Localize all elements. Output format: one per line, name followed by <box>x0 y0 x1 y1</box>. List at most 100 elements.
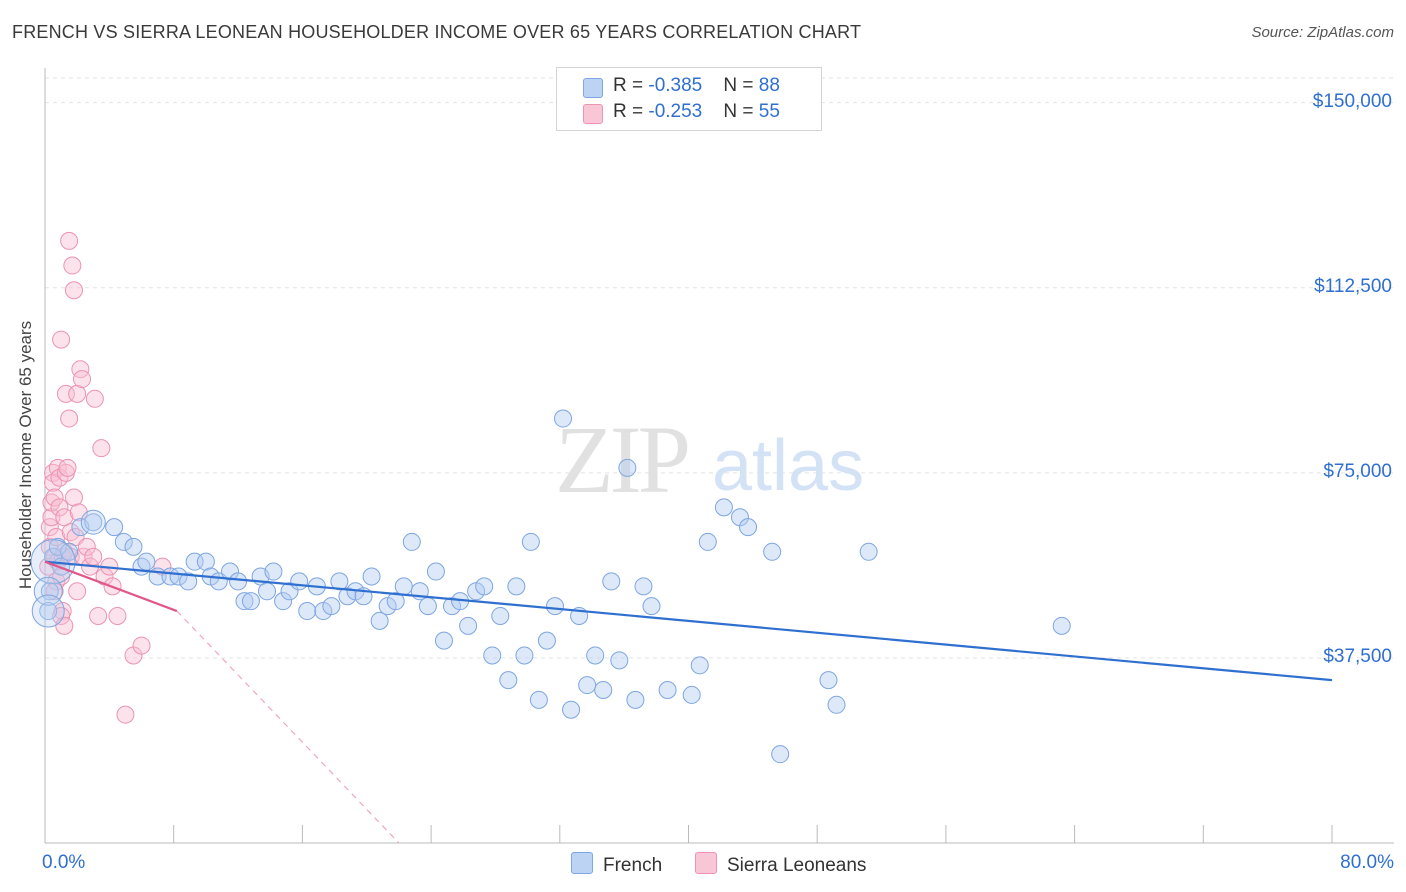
data-point-french <box>602 572 621 591</box>
data-point-french <box>229 572 248 591</box>
x-tick-label-max: 80.0% <box>1340 852 1394 873</box>
legend-item-sierra-leoneans[interactable]: Sierra Leoneans <box>695 852 866 877</box>
watermark: ZIP atlas <box>555 406 864 513</box>
data-point-french <box>859 542 878 561</box>
source-label: Source: ZipAtlas.com <box>1251 24 1394 41</box>
y-tick-label: $75,000 <box>1323 460 1392 482</box>
trend-line-sierra-leoneans <box>44 560 178 613</box>
data-point-french <box>586 646 605 665</box>
data-point-french <box>426 562 445 581</box>
data-point-sierra-leoneans <box>60 231 79 250</box>
legend-swatch-french <box>583 78 603 98</box>
data-point-french <box>241 592 260 611</box>
data-point-sierra-leoneans <box>68 582 87 601</box>
data-point-french <box>274 592 293 611</box>
data-point-sierra-leoneans <box>52 330 71 349</box>
data-point-french <box>114 532 133 551</box>
data-point-french <box>434 631 453 650</box>
data-point-french <box>634 577 653 596</box>
data-point-french <box>642 597 661 616</box>
n-value-sierra-leoneans: 55 <box>758 101 780 122</box>
data-point-french <box>402 532 421 551</box>
data-point-sierra-leoneans <box>77 537 96 556</box>
data-point-french <box>386 592 405 611</box>
data-point-french <box>31 594 65 628</box>
y-axis-label: Householder Income Over 65 years <box>16 320 35 590</box>
watermark-atlas: atlas <box>712 426 864 506</box>
data-point-french <box>499 671 518 690</box>
data-point-french <box>690 656 709 675</box>
data-point-french <box>80 509 106 535</box>
data-point-sierra-leoneans <box>50 498 69 517</box>
data-point-french <box>714 498 733 517</box>
y-tick-label: $37,500 <box>1323 645 1392 667</box>
r-label: R = <box>613 101 649 122</box>
data-point-french <box>33 576 63 606</box>
n-label: N = <box>723 75 759 96</box>
data-point-french <box>84 513 103 532</box>
data-point-french <box>545 597 564 616</box>
data-point-sierra-leoneans <box>68 384 87 403</box>
data-point-french <box>658 681 677 699</box>
data-point-french <box>618 458 637 477</box>
chart-title: FRENCH VS SIERRA LEONEAN HOUSEHOLDER INC… <box>12 22 862 42</box>
y-tick-label: $112,500 <box>1314 275 1392 297</box>
data-point-french <box>394 577 413 596</box>
legend-item-french[interactable]: French <box>571 852 662 877</box>
data-point-french <box>763 542 782 561</box>
data-point-french <box>459 616 478 635</box>
data-point-french <box>515 646 534 665</box>
data-point-french <box>280 582 299 601</box>
data-point-french <box>418 597 437 616</box>
data-point-french <box>290 572 309 591</box>
data-point-french <box>39 602 58 621</box>
r-value-sierra-leoneans: -0.253 <box>648 101 703 122</box>
trend-line-sierra-leoneans-extension <box>176 610 400 844</box>
series-sierra-leoneans <box>39 231 172 724</box>
data-point-french <box>179 572 198 591</box>
data-point-french <box>771 745 790 764</box>
data-point-french <box>258 582 277 601</box>
data-point-french <box>594 681 613 699</box>
data-point-sierra-leoneans <box>64 281 83 300</box>
data-point-french <box>626 690 645 709</box>
data-point-french <box>362 567 381 586</box>
data-point-sierra-leoneans <box>45 488 64 507</box>
data-point-sierra-leoneans <box>61 523 80 542</box>
data-point-french <box>60 542 79 561</box>
data-point-french <box>507 577 526 596</box>
data-point-french <box>48 537 67 556</box>
data-point-sierra-leoneans <box>132 636 151 655</box>
data-point-french <box>610 651 629 670</box>
legend-swatch-sierra-leoneans <box>695 852 717 874</box>
data-point-french <box>739 518 758 537</box>
data-point-french <box>698 532 717 551</box>
data-point-french <box>554 409 573 428</box>
series-french <box>30 409 1071 764</box>
data-point-sierra-leoneans <box>58 458 77 477</box>
data-point-french <box>105 518 124 537</box>
data-point-french <box>264 562 283 581</box>
data-point-sierra-leoneans <box>60 409 79 428</box>
axes <box>44 68 1394 844</box>
data-point-french <box>483 646 502 665</box>
grid-lines <box>45 77 1394 659</box>
legend-label-sierra-leoneans: Sierra Leoneans <box>727 855 867 876</box>
y-tick-label: $150,000 <box>1312 90 1392 112</box>
data-point-french <box>475 577 494 596</box>
data-point-french <box>235 592 254 611</box>
data-point-sierra-leoneans <box>84 547 103 566</box>
trend-line-french <box>44 560 1333 682</box>
data-point-french <box>562 700 581 719</box>
r-label: R = <box>613 75 649 96</box>
stats-legend: R = -0.385 N = 88 R = -0.253 N = 55 <box>556 67 822 131</box>
x-tick-label-min: 0.0% <box>42 852 86 873</box>
data-point-french <box>137 552 156 571</box>
data-point-french <box>124 537 143 556</box>
legend-label-french: French <box>603 855 663 876</box>
legend-swatch-french <box>571 852 593 874</box>
r-value-french: -0.385 <box>648 75 703 96</box>
data-point-sierra-leoneans <box>85 389 104 408</box>
data-point-french <box>330 572 349 591</box>
